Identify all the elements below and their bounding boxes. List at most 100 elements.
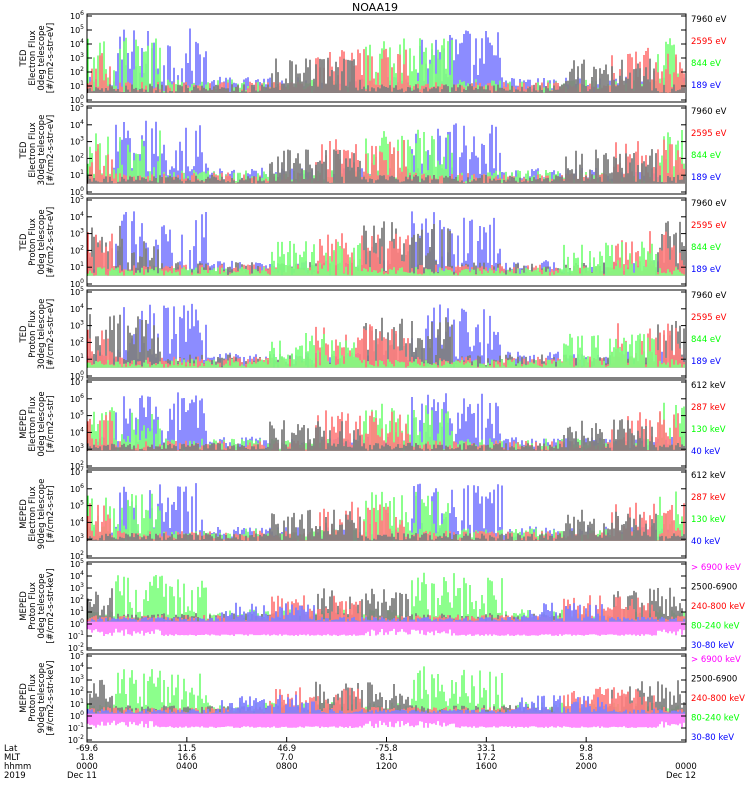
y-tick-label: 104 <box>70 426 84 437</box>
legend-entry: 7960 eV <box>691 199 727 209</box>
y-tick-label: 101 <box>70 261 84 272</box>
y-tick-label: 101 <box>70 698 84 709</box>
y-tick-label: 102 <box>70 244 84 255</box>
legend-entry: 189 eV <box>691 173 721 183</box>
y-tick-exponent: 3 <box>80 228 84 235</box>
legend-entry: 844 eV <box>691 151 721 161</box>
legend-entry: 2595 eV <box>691 37 727 47</box>
y-tick-base: 10 <box>70 700 80 709</box>
y-tick-exponent: 2 <box>80 66 84 73</box>
legend-entry: 40 keV <box>691 537 720 547</box>
y-tick-exponent: 0 <box>80 186 84 193</box>
ylabel-line: Proton Flux <box>28 310 38 358</box>
legend-entry: 844 eV <box>691 59 721 69</box>
x-tick-label: 16.6 <box>177 753 196 763</box>
y-tick-exponent: 2 <box>80 594 84 601</box>
ylabel-line: TED <box>19 325 29 344</box>
y-tick-label: 105 <box>70 558 84 569</box>
ylabel-line: MEPED <box>19 683 29 713</box>
y-tick-base: 10 <box>68 724 78 733</box>
panel-5-frame <box>86 379 687 469</box>
y-tick-base: 10 <box>70 412 80 421</box>
ylabel-line: 0deg telescope <box>37 573 47 638</box>
ylabel-line: 0deg telescope <box>37 209 47 274</box>
y-tick-label: 10-1 <box>68 722 84 733</box>
figure-title: NOAA19 <box>352 1 398 14</box>
y-tick-exponent: 3 <box>80 136 84 143</box>
y-tick-base: 10 <box>70 96 80 105</box>
y-tick-exponent: 3 <box>80 443 84 450</box>
ylabel-line: [#/cm2-s-str] <box>46 396 56 453</box>
y-tick-base: 10 <box>70 322 80 331</box>
legend-entry: 2595 eV <box>691 313 727 323</box>
panel-6-traces <box>87 483 685 541</box>
y-tick-base: 10 <box>70 154 80 163</box>
x-tick-label: Dec 12 <box>666 771 696 781</box>
y-tick-label: 102 <box>70 550 84 561</box>
legend-entry: 7960 eV <box>691 107 727 117</box>
y-tick-base: 10 <box>70 502 80 511</box>
panel-8-ylabel: MEPEDProton Flux90deg telescope[#/cm2-s-… <box>19 661 56 736</box>
y-tick-exponent: 4 <box>80 570 84 577</box>
legend-entry: 612 keV <box>691 471 726 481</box>
legend-entry: 287 keV <box>691 493 726 503</box>
y-tick-label: 105 <box>70 500 84 511</box>
y-tick-base: 10 <box>68 644 78 653</box>
y-tick-base: 10 <box>68 632 78 641</box>
y-tick-base: 10 <box>70 560 80 569</box>
y-tick-exponent: 5 <box>80 194 84 201</box>
y-tick-exponent: 3 <box>80 52 84 59</box>
y-tick-exponent: -1 <box>78 722 84 729</box>
ylabel-line: Proton Flux <box>28 582 38 630</box>
panel-6-frame <box>86 469 687 559</box>
x-tick-label: 33.1 <box>477 744 496 754</box>
y-tick-label: 101 <box>70 80 84 91</box>
y-tick-base: 10 <box>70 305 80 314</box>
y-tick-exponent: 0 <box>80 94 84 101</box>
y-tick-exponent: -2 <box>78 642 84 649</box>
ylabel-line: TED <box>19 233 29 252</box>
legend-entry: 612 keV <box>691 381 726 391</box>
series--6900-kev-trace <box>87 621 685 636</box>
y-tick-label: 105 <box>70 24 84 35</box>
y-tick-label: 100 <box>70 710 84 721</box>
y-tick-base: 10 <box>70 676 80 685</box>
ylabel-line: TED <box>19 141 29 160</box>
legend-entry: 189 eV <box>691 357 721 367</box>
panel-8-traces <box>87 666 685 728</box>
y-tick-base: 10 <box>70 246 80 255</box>
series-612-kev-trace <box>87 419 685 451</box>
y-tick-label: 100 <box>70 278 84 289</box>
y-tick-label: 103 <box>70 136 84 147</box>
y-tick-exponent: 2 <box>80 152 84 159</box>
y-tick-label: 102 <box>70 594 84 605</box>
y-tick-label: 102 <box>70 460 84 471</box>
ylabel-line: MEPED <box>19 499 29 529</box>
y-tick-exponent: 0 <box>80 710 84 717</box>
legend-entry: 2500-6900 <box>691 675 737 685</box>
x-tick-label: 0800 <box>276 762 298 772</box>
y-tick-label: 105 <box>70 102 84 113</box>
y-tick-label: 103 <box>70 320 84 331</box>
ylabel-line: MEPED <box>19 409 29 439</box>
panel-7-traces <box>87 572 685 636</box>
panel-4-ylabel: TEDProton Flux30deg telescope[#/cm2-s-st… <box>19 299 56 370</box>
y-tick-exponent: 2 <box>80 244 84 251</box>
legend-entry: 130 keV <box>691 425 726 435</box>
y-tick-label: 100 <box>70 370 84 381</box>
y-tick-label: 101 <box>70 606 84 617</box>
panel-4-traces <box>87 303 685 368</box>
x-tick-label: 11.5 <box>177 744 196 754</box>
y-tick-exponent: 5 <box>80 650 84 657</box>
y-tick-base: 10 <box>70 462 80 471</box>
legend-entry: 240-800 keV <box>691 602 745 612</box>
y-tick-exponent: -2 <box>78 734 84 741</box>
y-tick-label: 102 <box>70 686 84 697</box>
